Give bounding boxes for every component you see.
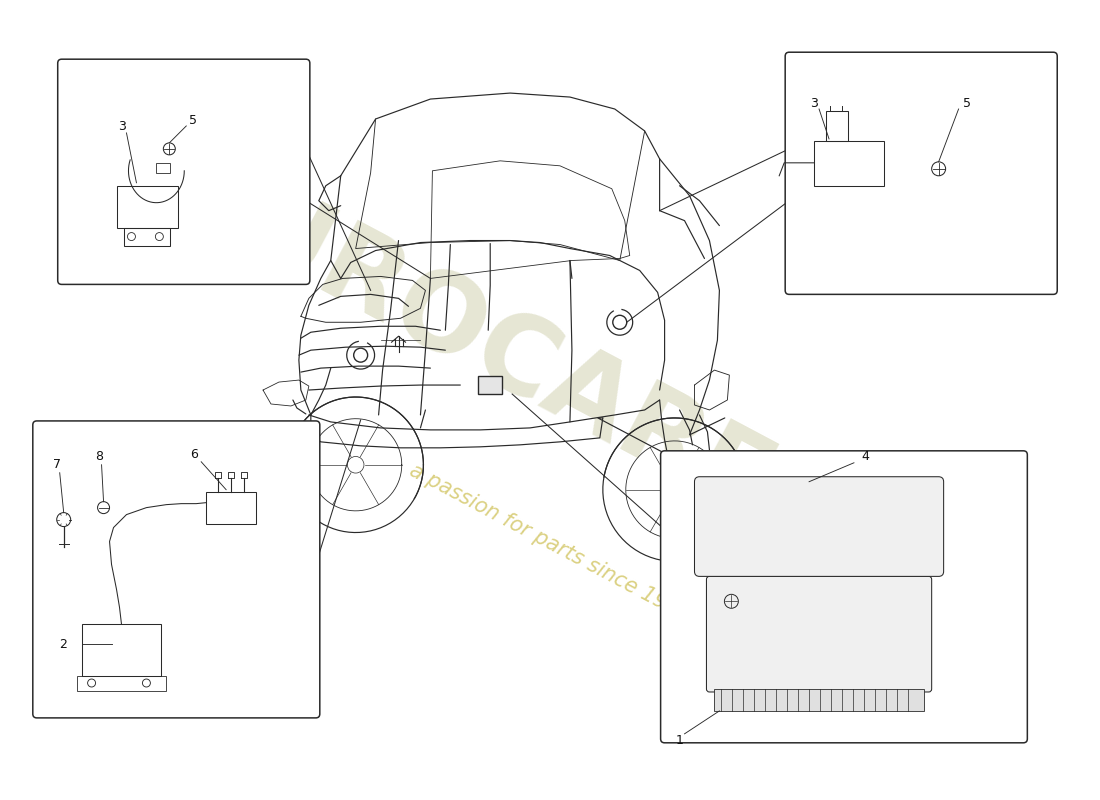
FancyBboxPatch shape <box>785 52 1057 294</box>
Bar <box>117 186 178 228</box>
Text: 1: 1 <box>675 734 683 747</box>
Bar <box>124 228 170 246</box>
Text: 3: 3 <box>119 121 126 134</box>
Bar <box>206 492 256 523</box>
FancyBboxPatch shape <box>57 59 310 285</box>
Bar <box>77 676 166 691</box>
Bar <box>81 624 162 676</box>
Text: a passion for parts since 1985: a passion for parts since 1985 <box>406 461 694 626</box>
Text: 5: 5 <box>962 97 970 110</box>
Bar <box>714 689 924 711</box>
FancyBboxPatch shape <box>694 477 944 576</box>
Text: 6: 6 <box>190 448 198 462</box>
Bar <box>478 376 503 394</box>
Text: 8: 8 <box>96 450 103 463</box>
Bar <box>814 141 883 186</box>
FancyBboxPatch shape <box>706 576 932 692</box>
Bar <box>826 111 848 141</box>
Text: 4: 4 <box>861 450 869 463</box>
FancyBboxPatch shape <box>33 421 320 718</box>
Text: 2: 2 <box>58 638 67 650</box>
Text: EUROCARES: EUROCARES <box>156 140 857 580</box>
Text: 3: 3 <box>810 97 818 110</box>
Text: 7: 7 <box>53 458 60 471</box>
FancyBboxPatch shape <box>661 451 1027 743</box>
Bar <box>156 163 170 173</box>
Text: 5: 5 <box>189 114 197 127</box>
